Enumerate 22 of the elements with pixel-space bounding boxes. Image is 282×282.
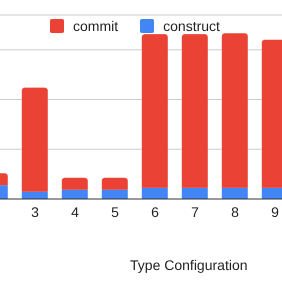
bar [182, 188, 208, 199]
bar [22, 88, 48, 192]
bar [62, 178, 88, 190]
x-tick-label: 4 [71, 204, 80, 220]
bar [142, 34, 168, 188]
bar [102, 178, 128, 190]
x-tick-label: 7 [191, 204, 200, 220]
legend-label: construct [162, 18, 220, 34]
x-tick-label: 6 [151, 204, 160, 220]
bar [22, 192, 48, 199]
bar [142, 188, 168, 199]
x-axis-title: Type Configuration [130, 257, 248, 273]
bar [222, 188, 248, 199]
bar [222, 33, 248, 188]
x-tick-label: 8 [231, 204, 240, 220]
bar [102, 190, 128, 199]
x-tick-label: 9 [271, 204, 280, 220]
x-tick-label: 3 [31, 204, 40, 220]
bar [182, 34, 208, 188]
x-tick-label: 5 [111, 204, 120, 220]
legend-label: commit [72, 18, 118, 34]
bar [62, 190, 88, 199]
